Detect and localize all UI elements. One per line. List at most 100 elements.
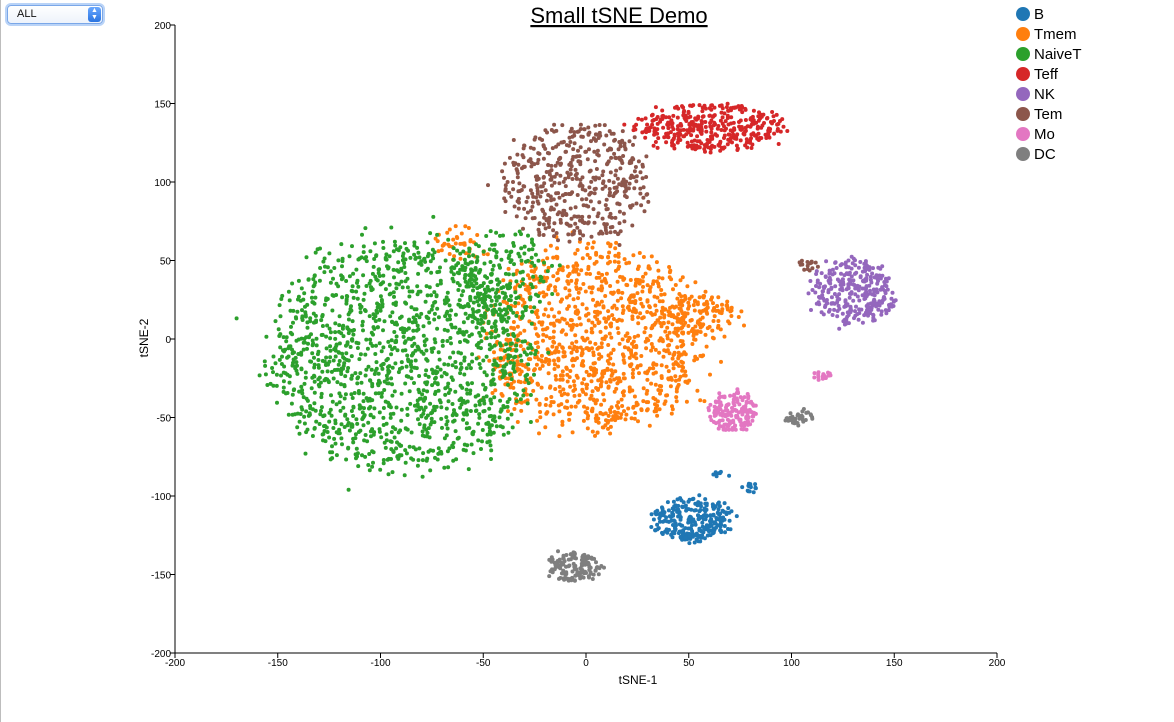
data-point — [333, 441, 338, 446]
data-point — [424, 382, 429, 387]
data-point — [407, 444, 412, 449]
data-point — [365, 439, 370, 444]
data-point — [719, 128, 724, 132]
data-point — [579, 569, 584, 574]
data-point — [446, 237, 451, 242]
data-point — [679, 498, 684, 503]
data-point — [742, 408, 747, 413]
data-point — [449, 269, 454, 274]
data-point — [775, 122, 780, 127]
data-point — [514, 313, 519, 318]
data-point — [497, 415, 502, 420]
data-point — [514, 362, 519, 367]
data-point — [529, 208, 533, 213]
data-point — [591, 353, 596, 358]
data-point — [645, 310, 650, 314]
data-point — [564, 213, 569, 217]
data-point — [432, 311, 437, 316]
data-point — [633, 283, 638, 288]
data-point — [729, 115, 734, 120]
data-point — [521, 277, 526, 282]
cell-type-filter-select[interactable]: ALL ▲ ▼ — [7, 5, 103, 24]
data-point — [372, 326, 377, 331]
data-point — [376, 302, 381, 307]
data-point — [837, 297, 842, 302]
data-point — [840, 277, 845, 282]
data-point — [425, 430, 430, 435]
data-point — [286, 289, 291, 294]
data-point — [512, 355, 516, 360]
data-point — [435, 326, 440, 331]
data-point — [617, 140, 622, 144]
data-point — [584, 386, 589, 391]
data-point — [644, 154, 649, 159]
data-point — [451, 246, 456, 251]
data-point — [548, 177, 553, 182]
data-point — [830, 313, 835, 317]
data-point — [515, 268, 520, 273]
data-point — [494, 255, 499, 260]
data-point — [528, 342, 533, 347]
data-point — [572, 267, 577, 272]
data-point — [386, 472, 391, 477]
data-point — [638, 311, 643, 316]
data-point — [740, 398, 745, 403]
data-point — [416, 417, 420, 422]
data-point — [629, 348, 634, 353]
data-point — [505, 416, 510, 421]
data-point — [458, 340, 462, 344]
data-point — [506, 256, 511, 260]
data-point — [689, 526, 694, 531]
data-point — [590, 285, 595, 290]
data-point — [308, 404, 313, 408]
data-point — [312, 365, 317, 370]
data-point — [709, 519, 714, 524]
data-point — [516, 162, 521, 167]
data-point — [350, 319, 355, 324]
data-point — [425, 240, 430, 245]
data-point — [522, 300, 527, 305]
data-point — [475, 342, 480, 347]
data-point — [654, 260, 659, 265]
data-point — [545, 256, 550, 261]
data-point — [655, 413, 660, 418]
data-point — [529, 264, 534, 269]
data-point — [740, 485, 745, 490]
data-point — [468, 388, 473, 393]
data-point — [846, 321, 851, 326]
data-point — [682, 504, 687, 509]
data-point — [476, 291, 480, 296]
series-nk — [806, 254, 898, 331]
data-point — [394, 286, 399, 291]
data-point — [574, 339, 579, 344]
data-point — [363, 309, 368, 313]
data-point — [553, 387, 558, 391]
data-point — [299, 384, 304, 389]
data-point — [346, 421, 351, 425]
data-point — [350, 289, 355, 294]
data-point — [711, 504, 715, 509]
data-point — [649, 525, 654, 529]
data-point — [325, 323, 330, 328]
data-point — [381, 328, 385, 333]
data-point — [404, 246, 409, 251]
data-point — [361, 250, 366, 255]
data-point — [310, 351, 315, 356]
data-point — [588, 272, 592, 276]
data-point — [462, 257, 467, 262]
data-point — [294, 360, 299, 365]
data-point — [567, 345, 572, 350]
data-point — [549, 555, 554, 560]
data-point — [376, 371, 381, 376]
data-point — [322, 424, 326, 429]
data-point — [602, 123, 607, 128]
data-point — [559, 329, 564, 334]
data-point — [475, 255, 480, 260]
data-point — [667, 343, 672, 347]
data-point — [676, 503, 681, 508]
data-point — [533, 285, 538, 289]
data-point — [689, 318, 694, 322]
data-point — [664, 140, 669, 145]
data-point — [830, 272, 835, 277]
data-point — [690, 497, 695, 502]
